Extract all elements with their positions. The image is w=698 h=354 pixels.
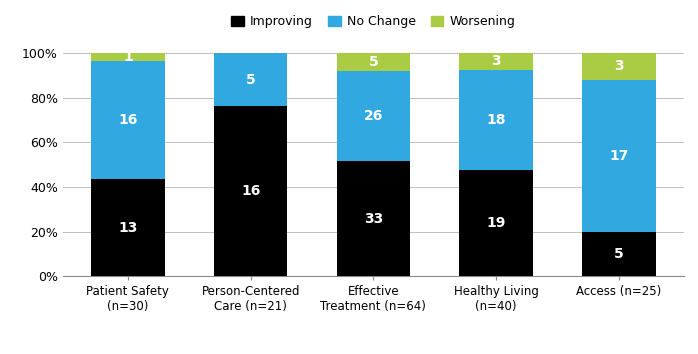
Bar	[91, 53, 165, 61]
Text: 17: 17	[609, 149, 629, 163]
Bar	[91, 61, 165, 179]
Text: 26: 26	[364, 109, 383, 123]
Bar	[582, 232, 656, 276]
Text: 19: 19	[487, 216, 506, 230]
Bar	[336, 161, 410, 276]
Text: 16: 16	[241, 184, 260, 198]
Bar	[459, 170, 533, 276]
Bar	[214, 106, 288, 276]
Bar	[582, 80, 656, 232]
Legend: Improving, No Change, Worsening: Improving, No Change, Worsening	[226, 10, 521, 33]
Text: 5: 5	[614, 247, 624, 261]
Text: 3: 3	[491, 55, 501, 68]
Bar	[459, 53, 533, 70]
Text: 5: 5	[369, 55, 378, 69]
Bar	[336, 53, 410, 70]
Text: 18: 18	[487, 113, 506, 127]
Bar	[582, 53, 656, 80]
Text: 3: 3	[614, 59, 624, 74]
Bar	[459, 70, 533, 170]
Text: 33: 33	[364, 212, 383, 225]
Bar	[91, 179, 165, 276]
Bar	[214, 53, 288, 106]
Bar	[336, 70, 410, 161]
Text: 1: 1	[123, 50, 133, 64]
Text: 13: 13	[118, 221, 138, 235]
Text: 16: 16	[118, 113, 138, 127]
Text: 5: 5	[246, 73, 255, 87]
